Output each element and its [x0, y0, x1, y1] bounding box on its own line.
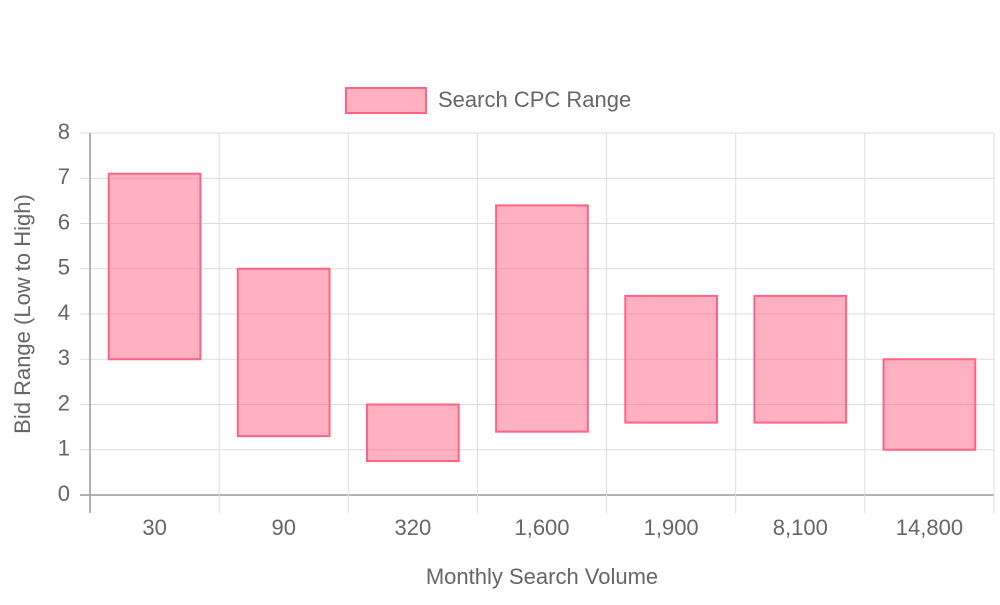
- y-tick-label: 8: [58, 119, 70, 144]
- bar: [495, 204, 589, 433]
- x-tick-label: 8,100: [773, 515, 828, 540]
- x-tick-label: 90: [271, 515, 295, 540]
- bar: [753, 294, 848, 424]
- y-tick-label: 6: [58, 209, 70, 234]
- bar: [236, 267, 331, 438]
- bar: [882, 358, 977, 451]
- bar: [624, 294, 718, 424]
- y-tick-label: 4: [58, 300, 70, 325]
- y-tick-label: 5: [58, 255, 70, 280]
- x-tick-label: 1,900: [644, 515, 699, 540]
- y-axis-title: Bid Range (Low to High): [10, 194, 35, 434]
- x-tick-label: 320: [394, 515, 431, 540]
- legend-swatch: [345, 87, 427, 114]
- y-tick-label: 2: [58, 390, 70, 415]
- bar: [107, 172, 202, 361]
- y-tick-label: 0: [58, 481, 70, 506]
- x-tick-label: 30: [142, 515, 166, 540]
- bar: [366, 403, 460, 463]
- x-tick-label: 1,600: [514, 515, 569, 540]
- y-tick-label: 7: [58, 164, 70, 189]
- y-tick-label: 3: [58, 345, 70, 370]
- x-tick-label: 14,800: [896, 515, 963, 540]
- y-tick-label: 1: [58, 436, 70, 461]
- x-axis-title: Monthly Search Volume: [426, 564, 658, 589]
- legend-label: Search CPC Range: [438, 87, 631, 112]
